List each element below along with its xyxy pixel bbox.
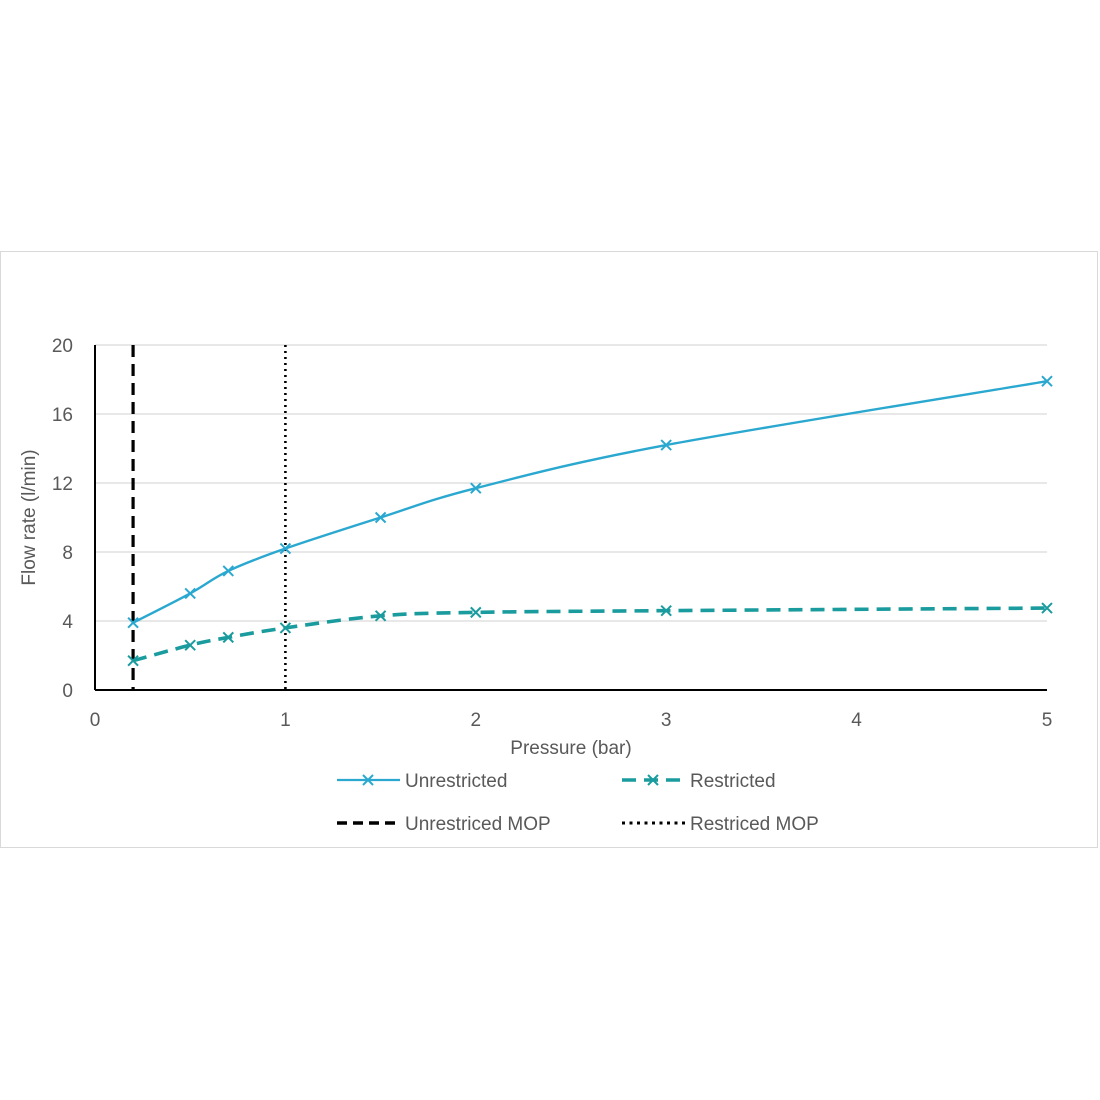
series-1 xyxy=(127,602,1053,667)
x-tick-label: 5 xyxy=(1042,710,1053,731)
data-point-1-1 xyxy=(184,639,196,651)
x-tick-label: 0 xyxy=(90,710,101,731)
data-point-1-0 xyxy=(127,654,139,667)
data-point-0-6 xyxy=(660,439,672,451)
data-point-0-0 xyxy=(127,617,139,629)
legend-marker xyxy=(647,774,659,786)
data-point-0-7 xyxy=(1041,375,1053,387)
data-point-1-7 xyxy=(1041,602,1053,614)
legend-entry-3: Restriced MOP xyxy=(622,814,819,835)
legend-label: Restriced MOP xyxy=(690,814,819,835)
legend-label: Unrestricted xyxy=(405,771,507,792)
legend-label: Unrestriced MOP xyxy=(405,814,551,835)
data-point-1-4 xyxy=(374,610,387,622)
data-point-0-1 xyxy=(184,587,196,600)
x-tick-label: 4 xyxy=(851,710,862,731)
x-tick-label: 3 xyxy=(661,710,672,731)
y-tick-label: 20 xyxy=(52,336,73,357)
y-tick-label: 8 xyxy=(62,543,73,564)
y-tick-label: 16 xyxy=(52,405,73,426)
data-point-0-2 xyxy=(222,565,234,577)
x-tick-label: 2 xyxy=(471,710,482,731)
legend-entry-2: Unrestriced MOP xyxy=(337,814,551,835)
gridlines xyxy=(95,344,1047,622)
data-point-1-2 xyxy=(222,631,234,644)
x-tick-label: 1 xyxy=(280,710,291,731)
axes xyxy=(94,345,1047,691)
y-tick-label: 12 xyxy=(52,474,73,495)
y-tick-label: 4 xyxy=(62,612,73,633)
legend: Unrestricted Restricted Unrestriced MOP Res… xyxy=(337,771,819,835)
data-point-1-3 xyxy=(279,622,292,634)
data-point-1-6 xyxy=(660,604,672,617)
legend-label: Restricted xyxy=(690,771,776,792)
legend-entry-0: Unrestricted xyxy=(337,771,507,792)
chart-frame xyxy=(0,251,1098,848)
y-tick-label: 0 xyxy=(62,681,73,702)
y-axis-title: Flow rate (l/min) xyxy=(19,449,40,585)
data-point-0-3 xyxy=(279,542,292,555)
legend-marker xyxy=(362,774,374,786)
data-point-1-5 xyxy=(470,606,482,619)
series-line-0 xyxy=(132,380,1048,624)
data-series xyxy=(127,375,1053,667)
reference-lines xyxy=(131,345,287,690)
data-point-0-5 xyxy=(470,482,482,494)
data-point-0-4 xyxy=(374,511,387,524)
series-line-1 xyxy=(132,606,1048,663)
series-0 xyxy=(127,375,1053,629)
x-axis-title: Pressure (bar) xyxy=(510,738,631,759)
legend-entry-1: Restricted xyxy=(622,771,776,792)
